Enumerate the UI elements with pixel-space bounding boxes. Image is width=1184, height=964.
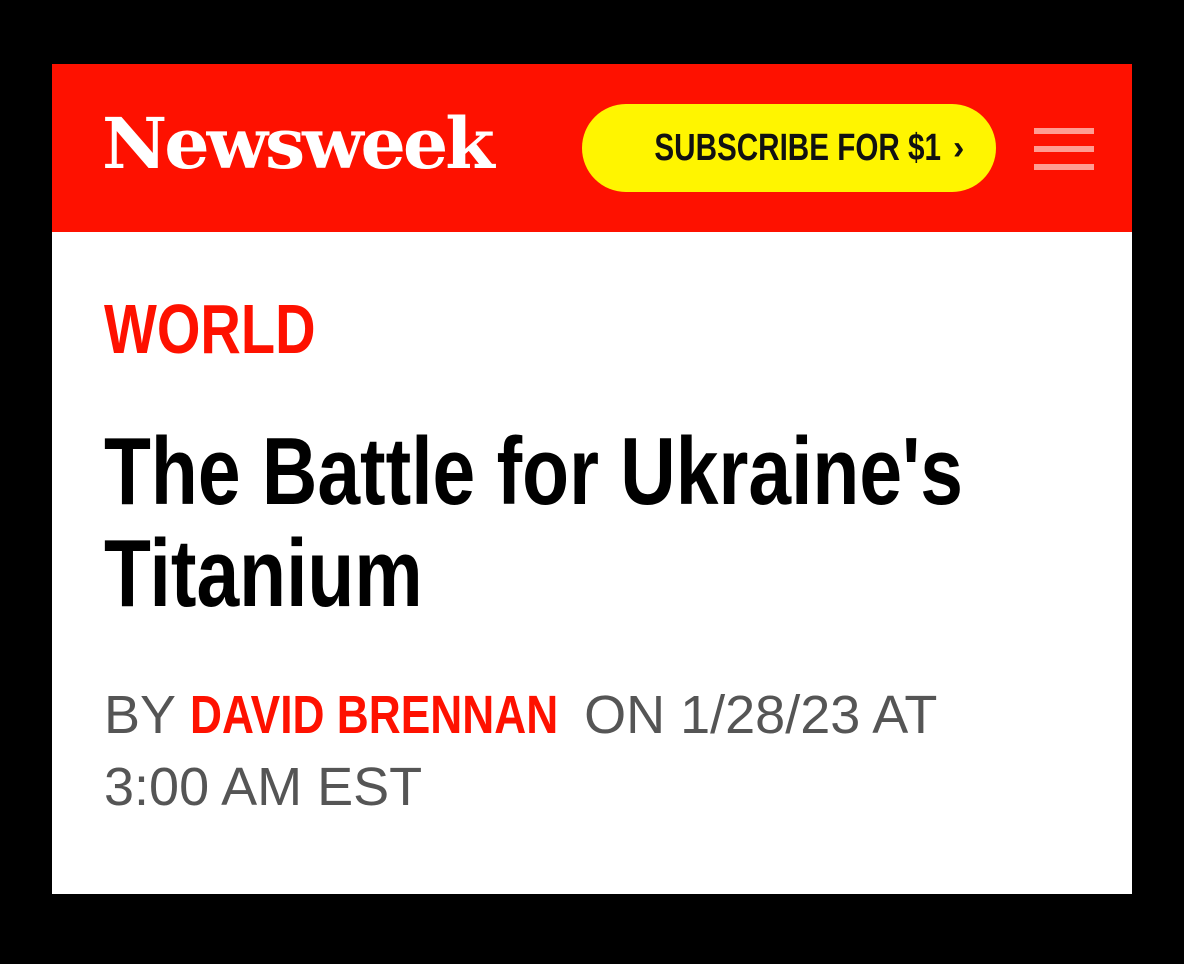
author-link[interactable]: DAVID BRENNAN — [190, 685, 559, 745]
chevron-right-icon: › — [953, 128, 965, 167]
subscribe-label: SUBSCRIBE FOR $1 — [654, 126, 941, 169]
byline-time: 3:00 AM EST — [104, 757, 423, 817]
newsweek-logo[interactable]: Newsweek — [102, 102, 495, 185]
byline-prefix: BY — [104, 685, 176, 745]
hamburger-menu-icon[interactable] — [1034, 128, 1094, 170]
headline: The Battle for Ukraine's Titanium — [104, 418, 964, 627]
byline-date: ON 1/28/23 AT — [584, 685, 938, 745]
byline: BY DAVID BRENNAN ON 1/28/23 AT 3:00 AM E… — [104, 679, 1104, 823]
section-label[interactable]: WORLD — [104, 290, 316, 368]
article-page: Newsweek SUBSCRIBE FOR $1 › WORLD The Ba… — [52, 64, 1132, 894]
site-header: Newsweek SUBSCRIBE FOR $1 › — [52, 64, 1132, 232]
subscribe-button[interactable]: SUBSCRIBE FOR $1 › — [582, 104, 996, 192]
